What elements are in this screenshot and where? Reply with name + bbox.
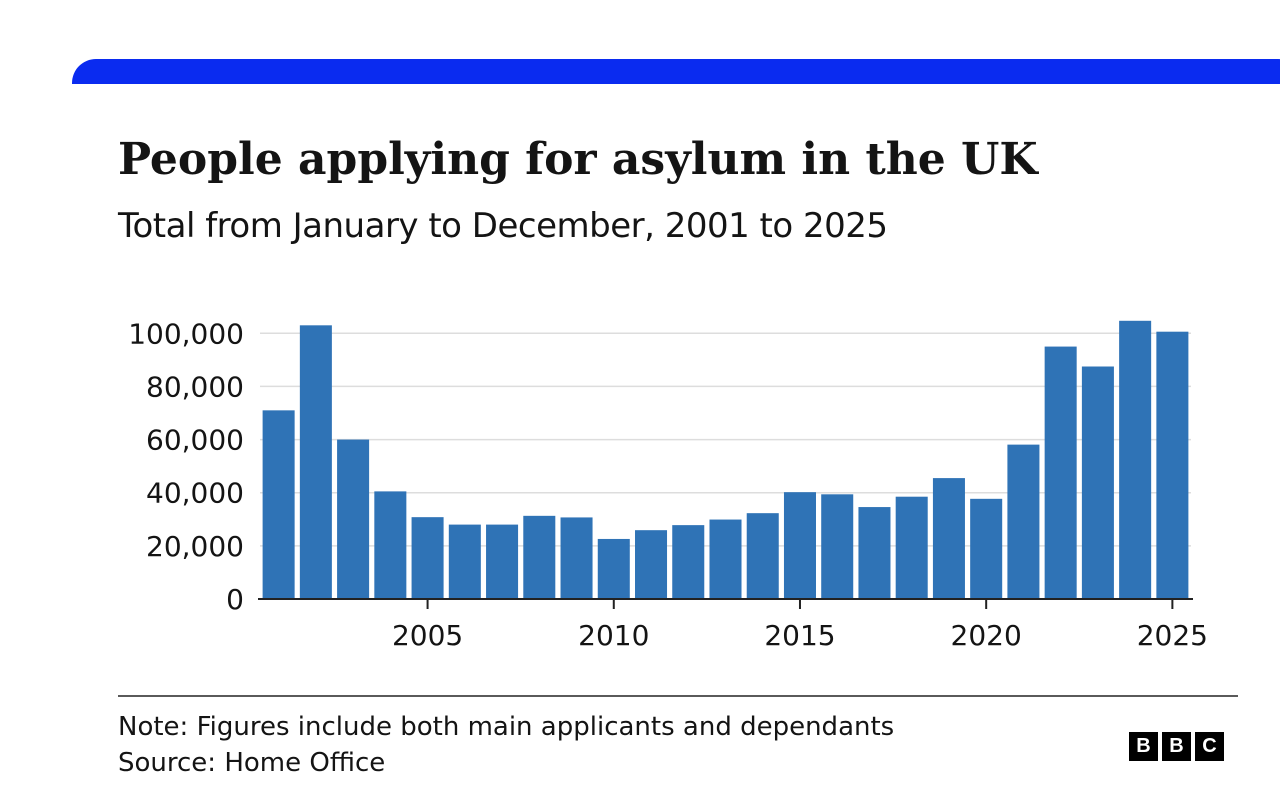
footer-divider bbox=[118, 695, 1238, 697]
bar-2019 bbox=[932, 478, 965, 599]
x-tick-label: 2010 bbox=[578, 619, 649, 652]
bars bbox=[262, 320, 1189, 599]
y-tick-label: 60,000 bbox=[146, 424, 244, 457]
chart-title: People applying for asylum in the UK bbox=[118, 134, 1038, 185]
bar-2012 bbox=[672, 525, 705, 599]
bar-2018 bbox=[895, 496, 928, 599]
x-tick-label: 2020 bbox=[951, 619, 1022, 652]
axes bbox=[258, 598, 1193, 609]
bar-2007 bbox=[486, 524, 519, 599]
bar-2013 bbox=[709, 519, 742, 599]
bar-2025 bbox=[1156, 331, 1189, 599]
footer-source: Source: Home Office bbox=[118, 748, 386, 778]
y-tick-label: 0 bbox=[226, 583, 244, 616]
bar-2023 bbox=[1081, 366, 1114, 599]
footer-note: Note: Figures include both main applican… bbox=[118, 712, 895, 742]
bar-2016 bbox=[821, 494, 854, 599]
x-tick-label: 2015 bbox=[764, 619, 835, 652]
bar-2021 bbox=[1007, 444, 1040, 599]
bar-2005 bbox=[411, 517, 444, 599]
bar-2014 bbox=[746, 513, 779, 599]
chart-subtitle: Total from January to December, 2001 to … bbox=[118, 206, 888, 246]
bar-2001 bbox=[262, 410, 295, 599]
y-tick-label: 40,000 bbox=[146, 477, 244, 510]
bar-2002 bbox=[299, 325, 332, 599]
y-tick-label: 80,000 bbox=[146, 370, 244, 403]
bar-2024 bbox=[1119, 320, 1152, 599]
tick-labels: 0 20,000 40,000 60,000 80,000 100,000 2005 2010… bbox=[128, 317, 1208, 652]
bar-2015 bbox=[783, 492, 816, 599]
bar-2006 bbox=[448, 524, 481, 599]
bar-2017 bbox=[858, 507, 891, 599]
bar-2004 bbox=[374, 491, 407, 599]
bar-2003 bbox=[337, 439, 370, 599]
y-tick-label: 20,000 bbox=[146, 530, 244, 563]
bar-2020 bbox=[970, 498, 1003, 599]
bbc-logo-letter: B bbox=[1129, 732, 1158, 761]
bar-2010 bbox=[597, 538, 630, 599]
bbc-logo-letter: C bbox=[1195, 732, 1224, 761]
bar-chart: 0 20,000 40,000 60,000 80,000 100,000 2005 2010… bbox=[128, 317, 1208, 652]
y-tick-label: 100,000 bbox=[128, 317, 244, 350]
bar-2009 bbox=[560, 517, 593, 599]
bbc-logo-letter: B bbox=[1162, 732, 1191, 761]
bar-2008 bbox=[523, 515, 556, 599]
x-tick-label: 2025 bbox=[1137, 619, 1208, 652]
bbc-logo: B B C bbox=[1129, 732, 1224, 761]
bar-2011 bbox=[635, 530, 668, 599]
brand-top-bar bbox=[72, 59, 1280, 84]
x-tick-label: 2005 bbox=[392, 619, 463, 652]
bar-2022 bbox=[1044, 346, 1077, 599]
